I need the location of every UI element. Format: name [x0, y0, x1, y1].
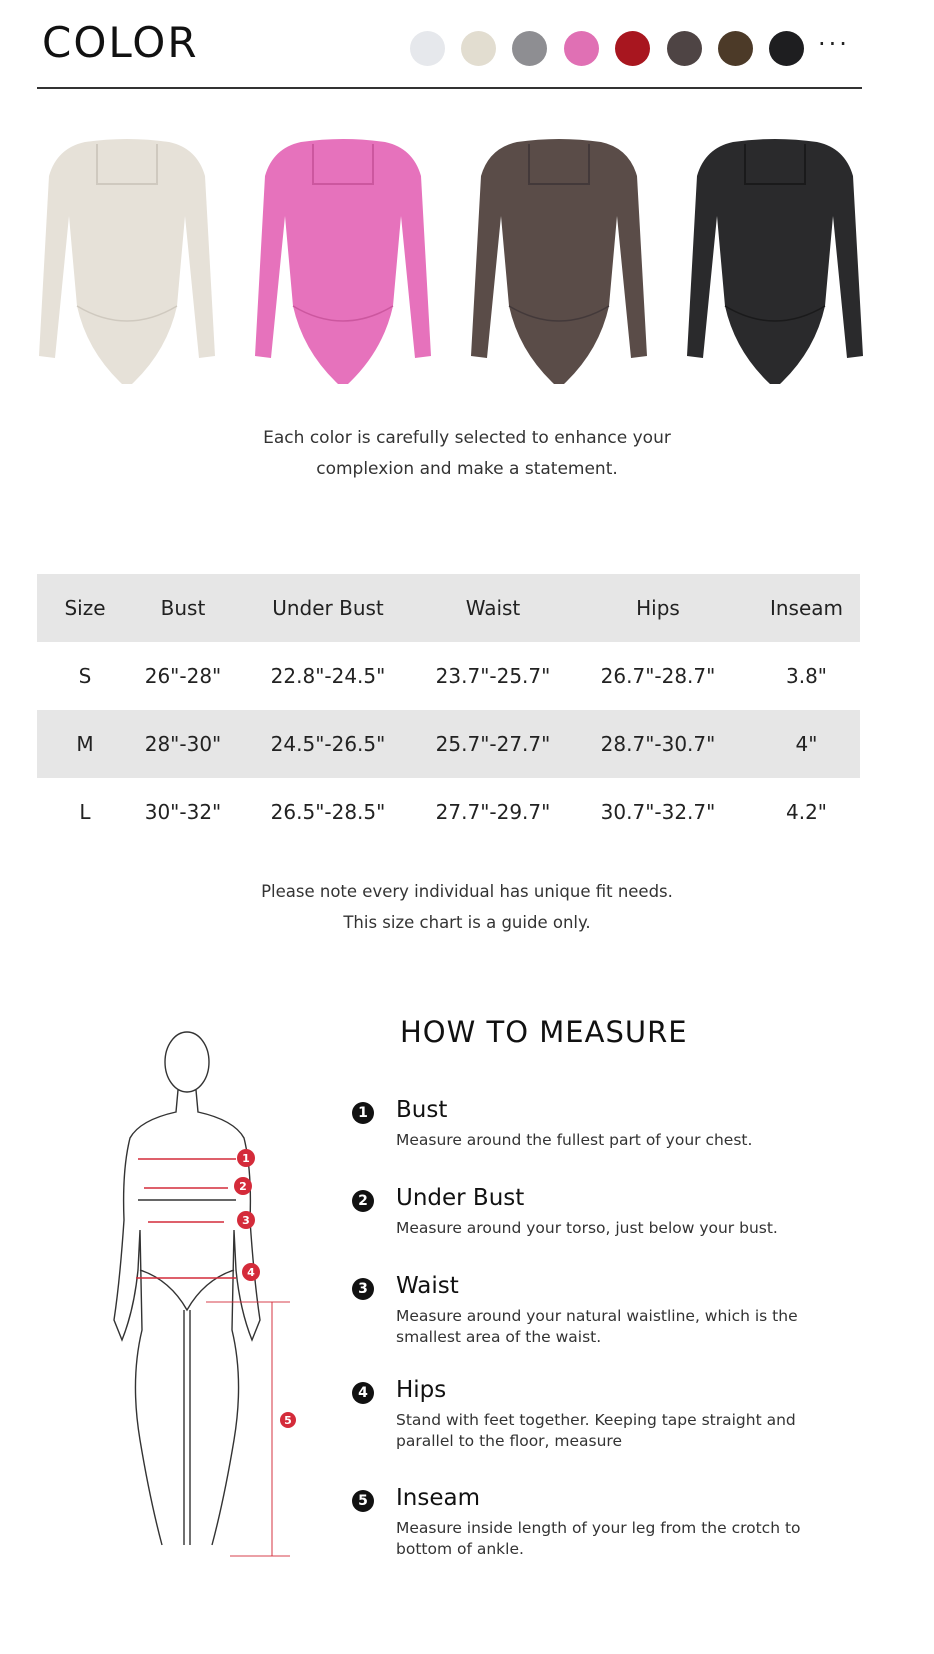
- measure-item-description: Measure around your natural waistline, w…: [396, 1307, 798, 1346]
- number-badge-icon: 2: [352, 1190, 374, 1212]
- svg-text:1: 1: [242, 1152, 250, 1165]
- table-cell: M: [76, 732, 94, 756]
- measurement-figure: 1 2 3 4 5: [113, 1031, 296, 1557]
- measure-item-title: Inseam: [396, 1485, 480, 1511]
- bodysuit-image: [255, 139, 431, 384]
- how-to-measure-title: HOW TO MEASURE: [400, 1015, 688, 1049]
- divider: [37, 87, 862, 89]
- table-cell: 26.7"-28.7": [600, 664, 716, 688]
- swatch-gray[interactable]: [512, 31, 547, 66]
- svg-text:4: 4: [247, 1266, 255, 1279]
- swatch-beige[interactable]: [461, 31, 496, 66]
- bodysuit-image: [687, 139, 863, 384]
- swatch-pink[interactable]: [564, 31, 599, 66]
- table-cell: 24.5"-26.5": [270, 732, 386, 756]
- size-note-line-1: Please note every individual has unique …: [261, 882, 673, 901]
- header-inseam: Inseam: [769, 596, 844, 620]
- header-under-bust: Under Bust: [272, 596, 384, 620]
- number-badge-icon: 1: [352, 1102, 374, 1124]
- measure-item-description: Measure inside length of your leg from t…: [396, 1519, 801, 1558]
- table-cell: 27.7"-29.7": [435, 800, 551, 824]
- table-cell: 23.7"-25.7": [435, 664, 551, 688]
- measure-item-title: Hips: [396, 1377, 447, 1403]
- table-header-row: Size Bust Under Bust Waist Hips Inseam: [37, 574, 860, 642]
- measure-item-description: Measure around the fullest part of your …: [396, 1131, 753, 1149]
- table-cell: 4": [795, 732, 818, 756]
- marker-2: 2: [234, 1177, 252, 1195]
- table-cell: 28"-30": [144, 732, 222, 756]
- color-caption-line-1: Each color is carefully selected to enha…: [263, 428, 671, 448]
- color-title: COLOR: [42, 18, 199, 67]
- size-chart-table: Size Bust Under Bust Waist Hips Inseam S…: [37, 574, 860, 846]
- figure-body-outline: [113, 1089, 261, 1546]
- number-badge-icon: 4: [352, 1382, 374, 1404]
- swatch-coffee[interactable]: [667, 31, 702, 66]
- table-cell: 26.5"-28.5": [270, 800, 386, 824]
- swatch-black[interactable]: [769, 31, 804, 66]
- header-hips: Hips: [636, 596, 680, 620]
- marker-5: 5: [280, 1412, 296, 1428]
- svg-text:3: 3: [242, 1214, 250, 1227]
- header-size: Size: [64, 596, 106, 620]
- marker-4: 4: [242, 1263, 260, 1281]
- svg-text:2: 2: [239, 1180, 247, 1193]
- color-caption-line-2: complexion and make a statement.: [316, 459, 618, 479]
- header-waist: Waist: [465, 596, 521, 620]
- measure-item-title: Bust: [396, 1097, 448, 1123]
- marker-1: 1: [237, 1149, 255, 1167]
- header-bust: Bust: [160, 596, 206, 620]
- table-cell: 28.7"-30.7": [600, 732, 716, 756]
- measure-item-title: Waist: [396, 1273, 459, 1299]
- measurement-markers: 1 2 3 4 5: [234, 1149, 296, 1428]
- table-cell: S: [78, 664, 92, 688]
- table-cell: L: [79, 800, 91, 824]
- table-cell: 30"-32": [144, 800, 222, 824]
- measure-item-description: Stand with feet together. Keeping tape s…: [396, 1411, 796, 1450]
- more-colors-icon[interactable]: ···: [818, 30, 850, 58]
- table-cell: 4.2": [785, 800, 827, 824]
- bodysuit-image: [39, 139, 215, 384]
- table-cell: 26"-28": [144, 664, 222, 688]
- table-cell: 22.8"-24.5": [270, 664, 386, 688]
- measure-item-description: Measure around your torso, just below yo…: [396, 1219, 778, 1237]
- svg-text:5: 5: [284, 1414, 292, 1427]
- table-row: L 30"-32" 26.5"-28.5" 27.7"-29.7" 30.7"-32.7…: [37, 778, 860, 846]
- table-cell: 3.8": [785, 664, 827, 688]
- number-badge-icon: 5: [352, 1490, 374, 1512]
- table-row: M 28"-30" 24.5"-26.5" 25.7"-27.7" 28.7"-30.7…: [37, 710, 860, 778]
- measure-item-title: Under Bust: [396, 1185, 525, 1211]
- swatch-brown[interactable]: [718, 31, 753, 66]
- figure-garment-lines: [138, 1199, 236, 1312]
- marker-3: 3: [237, 1211, 255, 1229]
- swatch-white[interactable]: [410, 31, 445, 66]
- table-cell: 25.7"-27.7": [435, 732, 551, 756]
- swatch-red[interactable]: [615, 31, 650, 66]
- number-badge-icon: 3: [352, 1278, 374, 1300]
- table-row: S 26"-28" 22.8"-24.5" 23.7"-25.7" 26.7"-28.7…: [37, 642, 860, 710]
- table-cell: 30.7"-32.7": [600, 800, 716, 824]
- size-note-line-2: This size chart is a guide only.: [343, 913, 591, 932]
- bodysuit-image: [471, 139, 647, 384]
- figure-head: [164, 1031, 210, 1093]
